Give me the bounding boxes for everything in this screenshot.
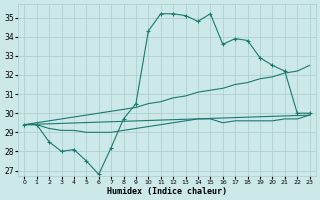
X-axis label: Humidex (Indice chaleur): Humidex (Indice chaleur)	[107, 187, 227, 196]
